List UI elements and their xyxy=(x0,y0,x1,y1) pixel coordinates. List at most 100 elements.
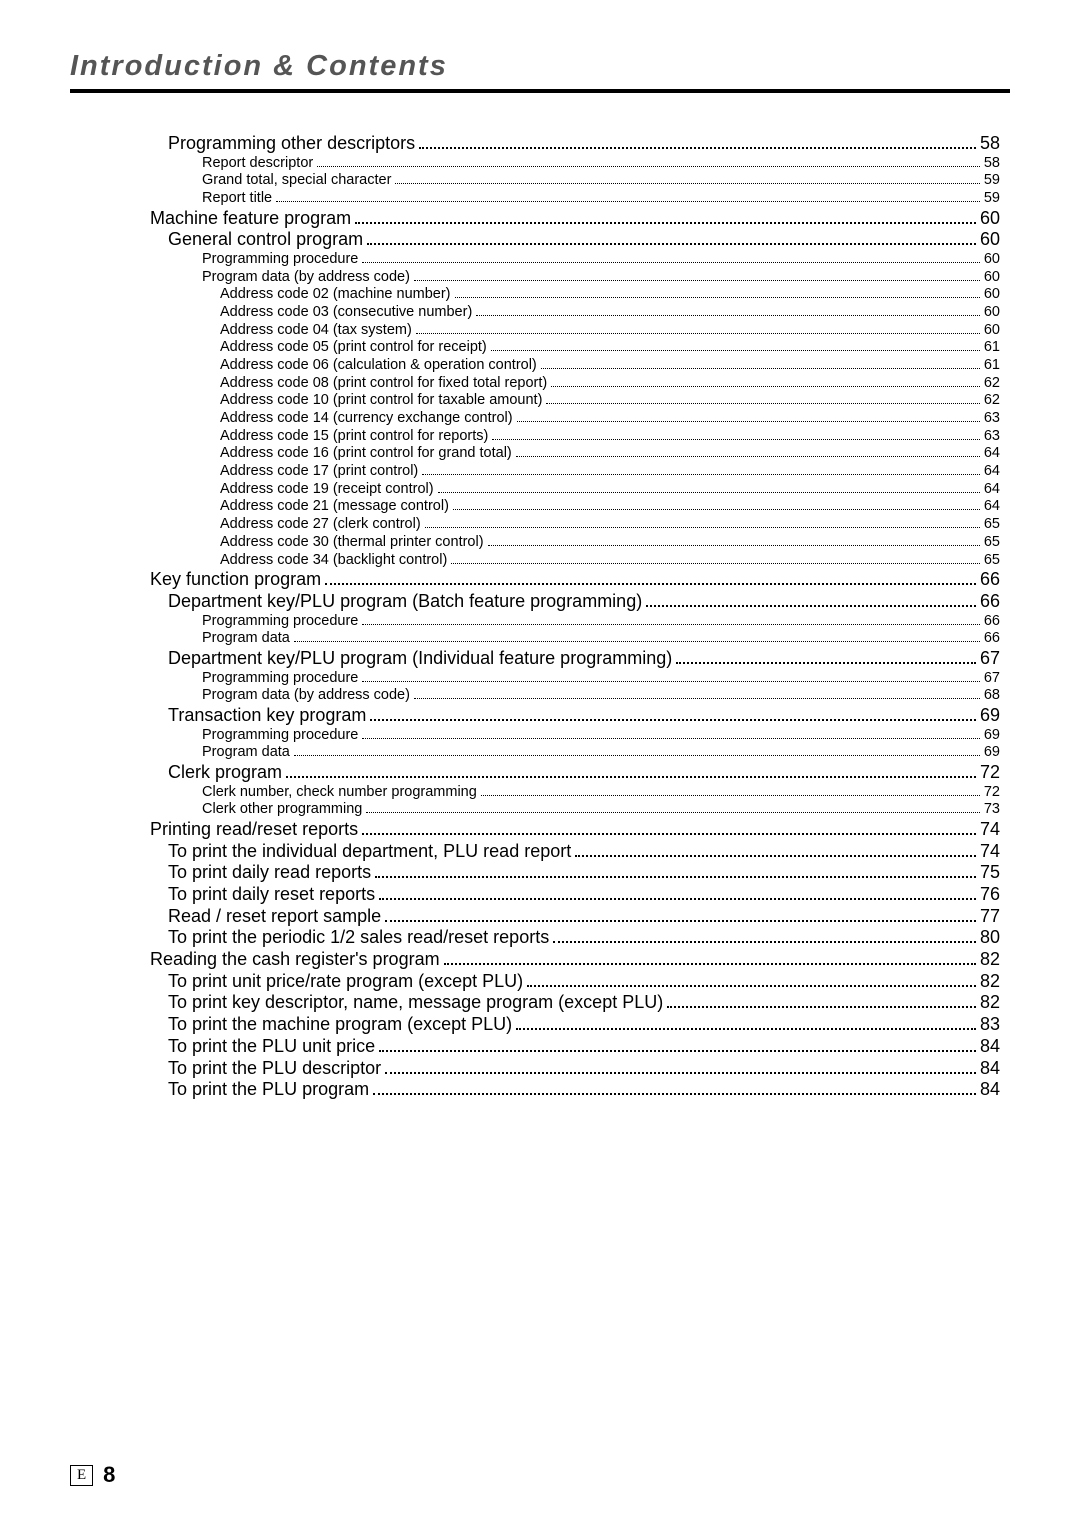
toc-row: Programming other descriptors 58 xyxy=(150,133,1000,154)
toc-label: Address code 21 (message control) xyxy=(220,498,449,515)
toc-row: To print unit price/rate program (except… xyxy=(150,971,1000,992)
toc-label: Program data xyxy=(202,744,290,761)
toc-label: Report title xyxy=(202,190,272,207)
toc-label: To print daily reset reports xyxy=(168,884,375,905)
toc-leader xyxy=(646,605,976,607)
toc-page: 69 xyxy=(984,727,1000,744)
toc-label: Address code 04 (tax system) xyxy=(220,322,412,339)
toc-row: To print daily reset reports 76 xyxy=(150,884,1000,905)
toc-row: Address code 17 (print control) 64 xyxy=(150,463,1000,480)
toc-leader xyxy=(546,403,979,404)
toc-label: Programming procedure xyxy=(202,727,358,744)
toc-label: To print key descriptor, name, message p… xyxy=(168,992,663,1013)
toc-page: 60 xyxy=(980,208,1000,229)
toc-page: 67 xyxy=(984,670,1000,687)
toc-row: Programming procedure 66 xyxy=(150,613,1000,630)
toc-page: 64 xyxy=(984,498,1000,515)
toc-page: 80 xyxy=(980,927,1000,948)
toc-leader xyxy=(527,985,976,987)
toc-row: To print the PLU descriptor 84 xyxy=(150,1058,1000,1079)
toc-leader xyxy=(541,368,980,369)
toc-page: 82 xyxy=(980,949,1000,970)
toc-label: Address code 34 (backlight control) xyxy=(220,552,447,569)
toc-label: General control program xyxy=(168,229,363,250)
toc-row: Address code 16 (print control for grand… xyxy=(150,445,1000,462)
toc-leader xyxy=(375,876,976,878)
toc-leader xyxy=(438,492,980,493)
toc-label: Clerk number, check number programming xyxy=(202,784,477,801)
toc-page: 60 xyxy=(980,229,1000,250)
toc-leader xyxy=(385,920,976,922)
toc-label: Address code 14 (currency exchange contr… xyxy=(220,410,513,427)
toc-page: 66 xyxy=(984,630,1000,647)
toc-leader xyxy=(491,350,980,351)
toc-row: Address code 10 (print control for taxab… xyxy=(150,392,1000,409)
toc-page: 66 xyxy=(980,591,1000,612)
toc-label: To print daily read reports xyxy=(168,862,371,883)
toc-page: 67 xyxy=(980,648,1000,669)
toc-page: 84 xyxy=(980,1058,1000,1079)
toc-leader xyxy=(516,1028,976,1030)
toc-row: Address code 15 (print control for repor… xyxy=(150,428,1000,445)
toc-row: Address code 02 (machine number) 60 xyxy=(150,286,1000,303)
toc-page: 64 xyxy=(984,481,1000,498)
toc-page: 60 xyxy=(984,286,1000,303)
toc-leader xyxy=(451,563,980,564)
toc-row: Program data 66 xyxy=(150,630,1000,647)
toc-label: Programming other descriptors xyxy=(168,133,415,154)
toc-row: Address code 34 (backlight control) 65 xyxy=(150,552,1000,569)
toc-leader xyxy=(667,1006,976,1008)
toc-leader xyxy=(492,439,979,440)
toc-label: Programming procedure xyxy=(202,251,358,268)
toc-label: Program data (by address code) xyxy=(202,269,410,286)
toc-row: Programming procedure 67 xyxy=(150,670,1000,687)
toc-leader xyxy=(362,262,980,263)
toc-row: Department key/PLU program (Individual f… xyxy=(150,648,1000,669)
header-rule xyxy=(70,89,1010,93)
toc-leader xyxy=(416,333,980,334)
footer: E 8 xyxy=(70,1462,115,1488)
toc-row: To print key descriptor, name, message p… xyxy=(150,992,1000,1013)
toc-leader xyxy=(373,1093,976,1095)
toc-leader xyxy=(676,662,976,664)
toc-row: Read / reset report sample 77 xyxy=(150,906,1000,927)
toc-row: Address code 08 (print control for fixed… xyxy=(150,375,1000,392)
toc-page: 63 xyxy=(984,410,1000,427)
toc-leader xyxy=(414,698,980,699)
toc-page: 66 xyxy=(980,569,1000,590)
toc-page: 59 xyxy=(984,190,1000,207)
toc-label: Address code 05 (print control for recei… xyxy=(220,339,487,356)
toc-page: 72 xyxy=(980,762,1000,783)
toc-row: Address code 27 (clerk control) 65 xyxy=(150,516,1000,533)
toc-row: Grand total, special character 59 xyxy=(150,172,1000,189)
toc-leader xyxy=(481,795,980,796)
toc-row: General control program 60 xyxy=(150,229,1000,250)
toc-page: 60 xyxy=(984,251,1000,268)
toc-page: 58 xyxy=(980,133,1000,154)
toc-page: 83 xyxy=(980,1014,1000,1035)
toc-leader xyxy=(370,719,976,721)
toc-row: Address code 14 (currency exchange contr… xyxy=(150,410,1000,427)
toc-label: Department key/PLU program (Batch featur… xyxy=(168,591,642,612)
toc-label: To print the PLU unit price xyxy=(168,1036,375,1057)
toc-page: 63 xyxy=(984,428,1000,445)
toc-label: Program data (by address code) xyxy=(202,687,410,704)
toc-row: Program data (by address code) 60 xyxy=(150,269,1000,286)
toc-row: To print the PLU unit price 84 xyxy=(150,1036,1000,1057)
toc-leader xyxy=(379,1050,976,1052)
toc-page: 76 xyxy=(980,884,1000,905)
toc-label: Address code 02 (machine number) xyxy=(220,286,451,303)
toc-label: To print the individual department, PLU … xyxy=(168,841,571,862)
toc-label: Key function program xyxy=(150,569,321,590)
toc-label: To print unit price/rate program (except… xyxy=(168,971,523,992)
toc-leader xyxy=(553,941,976,943)
toc-label: Printing read/reset reports xyxy=(150,819,358,840)
toc-row: To print the individual department, PLU … xyxy=(150,841,1000,862)
toc-row: Reading the cash register's program 82 xyxy=(150,949,1000,970)
toc-page: 60 xyxy=(984,269,1000,286)
footer-marker: E xyxy=(70,1465,93,1486)
toc-row: Program data 69 xyxy=(150,744,1000,761)
toc-page: 66 xyxy=(984,613,1000,630)
toc-leader xyxy=(453,509,980,510)
toc-leader xyxy=(516,456,980,457)
